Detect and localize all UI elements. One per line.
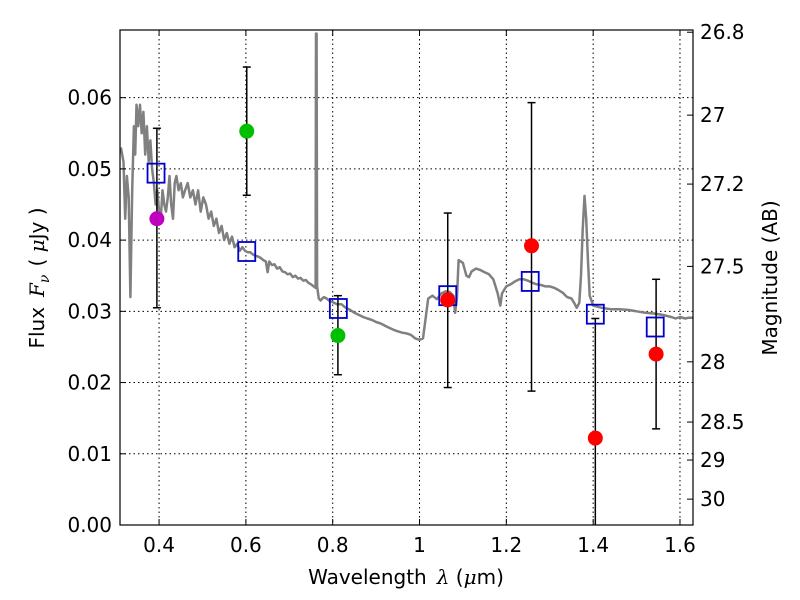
right-axis-title: Magnitude (AB): [758, 200, 782, 355]
observed-point: [239, 123, 255, 139]
y-tick-label: 0.05: [67, 157, 112, 181]
errorbar-layer: [152, 66, 661, 525]
model-square: [520, 271, 540, 292]
model-marker-layer: [146, 162, 665, 338]
model-square: [645, 316, 665, 338]
mag-tick-label: 27.5: [700, 254, 745, 278]
model-square: [585, 303, 605, 325]
tick-labels: 0.4 0.6 0.8 1 1.2 1.4 1.6 0.00 0.01 0.02 0.03 0.04 0…: [67, 20, 744, 557]
model-square: [328, 298, 348, 319]
mag-tick-label: 27: [700, 103, 725, 127]
model-square: [146, 162, 166, 184]
mag-tick-label: 28.5: [700, 410, 745, 434]
observed-point: [149, 211, 165, 227]
y-tick-label: 0.06: [67, 86, 112, 110]
spectrum-line: [120, 32, 693, 342]
observed-marker-layer: [149, 123, 664, 446]
grid-lines: [120, 30, 693, 525]
mag-tick-label: 27.2: [700, 172, 745, 196]
mag-tick-label: 30: [700, 487, 725, 511]
x-tick-label: 1.2: [490, 533, 522, 557]
plot-frame: [119, 29, 694, 526]
y-tick-label: 0.04: [67, 228, 112, 252]
mag-tick-label: 26.8: [700, 20, 745, 44]
x-tick-label: 1.4: [577, 533, 609, 557]
y-tick-label: 0.03: [67, 299, 112, 323]
observed-point: [440, 292, 456, 308]
spectrum-layer: [120, 32, 693, 342]
x-axis-title: Wavelength λ (μm): [308, 565, 504, 589]
observed-point: [330, 328, 346, 344]
y-axis-title: FluxFν( μJy ): [25, 207, 53, 348]
x-tick-label: 0.8: [317, 533, 349, 557]
y-tick-label: 0.00: [67, 513, 112, 537]
y-tick-label: 0.02: [67, 371, 112, 395]
x-tick-label: 1.6: [664, 533, 696, 557]
x-tick-label: 0.4: [143, 533, 175, 557]
x-tick-label: 0.6: [230, 533, 262, 557]
observed-point: [587, 430, 603, 446]
mag-tick-label: 29: [700, 448, 725, 472]
axis-ticks: [120, 30, 693, 526]
model-square: [237, 241, 257, 262]
mag-tick-label: 28: [700, 350, 725, 374]
y-tick-label: 0.01: [67, 442, 112, 466]
x-tick-label: 1: [413, 533, 426, 557]
observed-point: [648, 346, 664, 362]
observed-point: [524, 238, 540, 254]
